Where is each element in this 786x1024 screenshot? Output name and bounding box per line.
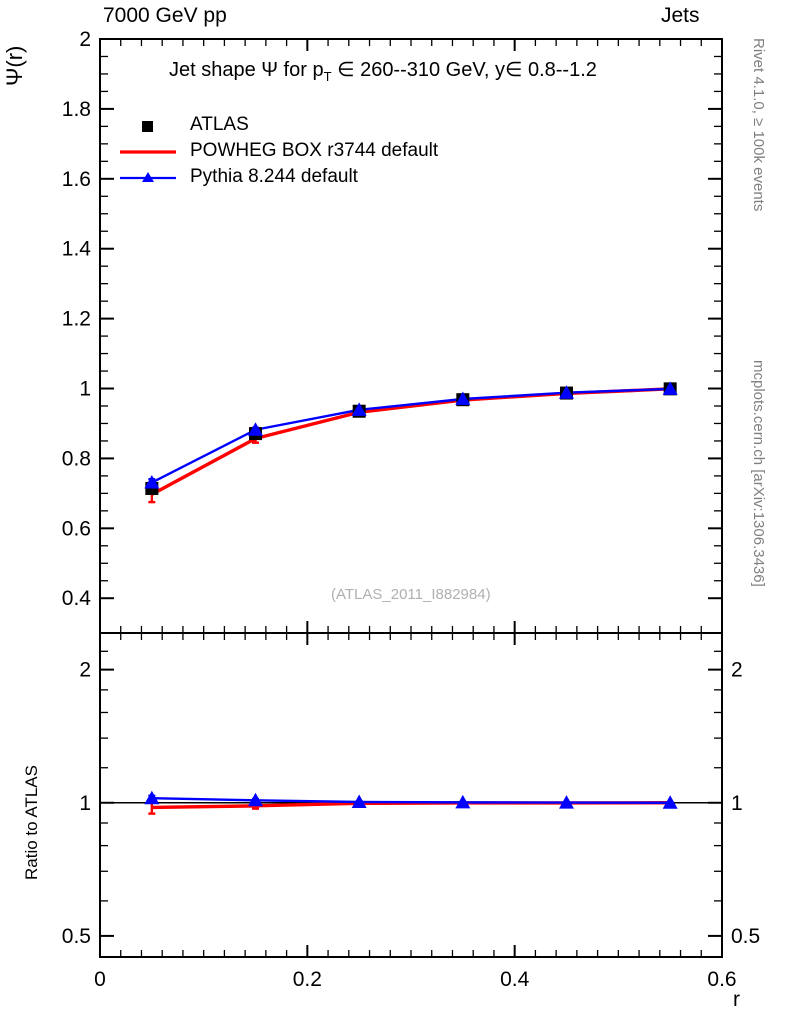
- pythia-marker: [455, 391, 471, 405]
- main-ytick-label: 1: [79, 378, 91, 401]
- xaxis-label: r: [733, 988, 740, 1011]
- pythia-line: [151, 387, 671, 484]
- analysis-category-label: Jets: [661, 4, 700, 27]
- title-subscript: T: [323, 69, 332, 84]
- xtick-label: 0.2: [293, 968, 322, 991]
- ratio-ylabel: Ratio to ATLAS: [22, 765, 41, 880]
- ratio-pythia-marker: [662, 795, 678, 809]
- ratio-panel-frame: [99, 632, 723, 958]
- pythia-marker: [248, 422, 263, 436]
- ratio-ytick-label-right: 1: [731, 792, 743, 815]
- main-ytick-label: 0.6: [62, 517, 91, 540]
- main-ytick-label: 0.8: [62, 447, 91, 470]
- main-ytick-label: 2: [79, 28, 91, 51]
- beam-energy-label: 7000 GeV pp: [103, 4, 227, 27]
- ratio-ytick-label-right: 0.5: [731, 925, 760, 948]
- main-ytick-label: 1.2: [62, 308, 91, 331]
- title-rest: ∈ 260--310 GeV, y∈ 0.8--1.2: [331, 59, 597, 81]
- xtick-label: 0: [94, 968, 106, 991]
- ratio-ytick-label: 2: [79, 659, 91, 682]
- legend-line-pythia-icon: [120, 172, 176, 182]
- analysis-id-watermark: (ATLAS_2011_I882984): [331, 586, 491, 603]
- pythia-marker: [559, 385, 574, 399]
- legend-label-pythia: Pythia 8.244 default: [190, 166, 358, 187]
- main-ytick-label: 0.4: [62, 587, 92, 610]
- main-ytick-label: 1.6: [62, 168, 91, 191]
- ratio-pythia-marker: [248, 792, 263, 807]
- ratio-pythia-marker: [144, 790, 160, 805]
- xtick-label: 0.6: [707, 968, 736, 991]
- pythia-marker: [662, 381, 678, 395]
- ratio-pythia-line: [151, 797, 671, 804]
- legend-line-powheg-icon: [120, 150, 176, 154]
- main-ylabel: Ψ(r): [2, 45, 27, 86]
- ratio-ytick-label-right: 2: [731, 659, 743, 682]
- ratio-ytick-label: 1: [79, 792, 91, 815]
- pythia-marker: [144, 475, 160, 489]
- main-ytick-label: 1.8: [62, 98, 91, 121]
- ratio-ytick-label: 0.5: [62, 925, 91, 948]
- ratio-pythia-marker: [351, 794, 367, 808]
- legend-marker-square-icon: [142, 121, 153, 132]
- ratio-pythia-marker: [455, 794, 471, 809]
- pythia-marker: [351, 402, 367, 416]
- xtick-label: 0.4: [500, 968, 530, 991]
- main-ytick-label: 1.4: [62, 238, 92, 261]
- legend-label-atlas: ATLAS: [190, 114, 249, 135]
- legend-label-powheg: POWHEG BOX r3744 default: [190, 140, 439, 161]
- mcplots-source-label: mcplots.cern.ch [arXiv:1306.3436]: [750, 360, 767, 587]
- main-panel-title: Jet shape Ψ for pT ∈ 260--310 GeV, y∈ 0.…: [169, 57, 597, 84]
- rivet-version-label: Rivet 4.1.0, ≥ 100k events: [750, 38, 767, 212]
- title-main: Jet shape Ψ for p: [169, 59, 324, 81]
- ratio-pythia-marker: [559, 795, 574, 809]
